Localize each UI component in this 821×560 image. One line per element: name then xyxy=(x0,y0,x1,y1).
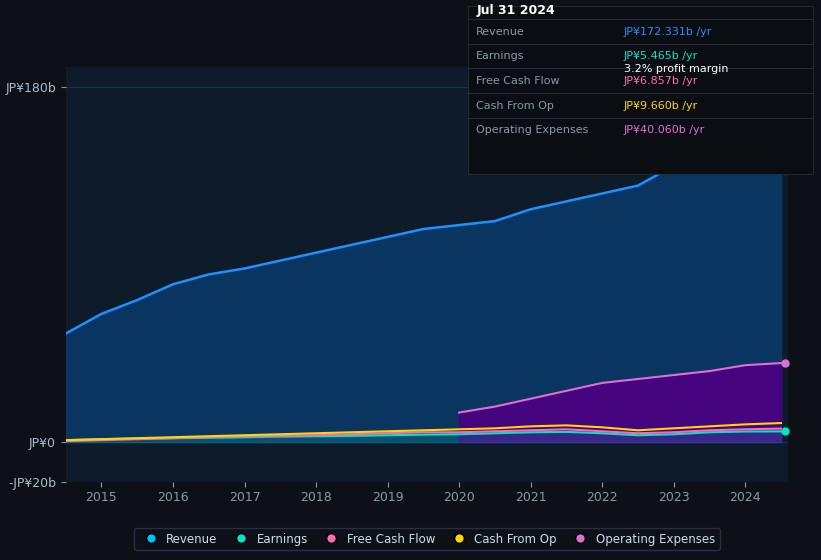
Text: Jul 31 2024: Jul 31 2024 xyxy=(476,4,555,17)
Text: 3.2% profit margin: 3.2% profit margin xyxy=(624,64,728,74)
Text: JP¥172.331b /yr: JP¥172.331b /yr xyxy=(624,27,713,37)
Text: Free Cash Flow: Free Cash Flow xyxy=(476,76,560,86)
Text: Earnings: Earnings xyxy=(476,52,525,62)
Text: JP¥9.660b /yr: JP¥9.660b /yr xyxy=(624,101,698,111)
Legend: Revenue, Earnings, Free Cash Flow, Cash From Op, Operating Expenses: Revenue, Earnings, Free Cash Flow, Cash … xyxy=(135,528,719,550)
Text: Revenue: Revenue xyxy=(476,27,525,37)
Text: JP¥6.857b /yr: JP¥6.857b /yr xyxy=(624,76,699,86)
Text: Operating Expenses: Operating Expenses xyxy=(476,125,589,136)
Text: JP¥40.060b /yr: JP¥40.060b /yr xyxy=(624,125,705,136)
Text: Cash From Op: Cash From Op xyxy=(476,101,554,111)
Text: JP¥5.465b /yr: JP¥5.465b /yr xyxy=(624,52,698,62)
